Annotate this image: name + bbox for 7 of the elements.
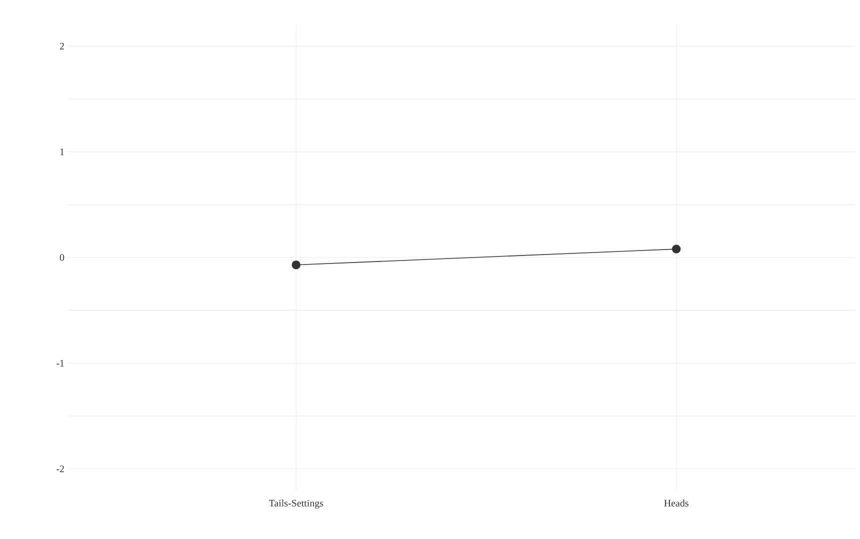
- y-tick-label: 1: [60, 148, 64, 156]
- y-tick-label: -1: [56, 360, 64, 366]
- x-tick-label: Tails-Settings: [268, 500, 324, 509]
- x-tick-label: Heads: [664, 500, 688, 507]
- y-tick-label: 0: [60, 254, 64, 261]
- y-tick-label: -2: [56, 466, 64, 472]
- y-tick-label: 2: [60, 42, 64, 50]
